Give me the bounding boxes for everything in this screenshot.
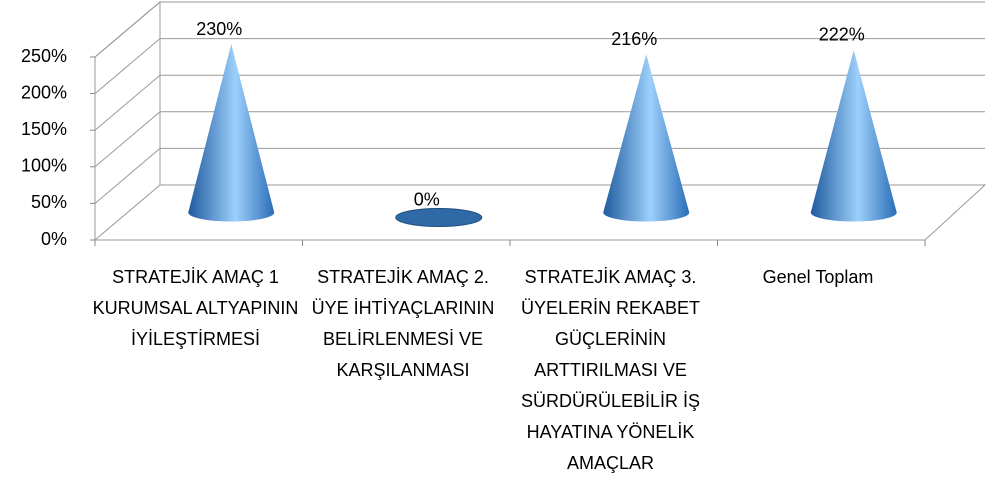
data-label: 0% [414,189,440,209]
grid-line [94,1,985,58]
y-tick-label: 200% [21,82,67,102]
x-tick-label: STRATEJİK AMAÇ 2. ÜYE İHTİYAÇLARININ BEL… [311,267,495,380]
data-label: 222% [819,25,865,45]
side-wall [94,0,161,240]
y-tick-label: 150% [21,119,67,139]
cone [810,49,897,222]
y-tick-label: 100% [21,156,67,176]
x-tick-label: Genel Toplam [762,267,874,287]
grid-line [94,111,985,168]
grid-line [94,74,985,131]
cone [188,44,275,222]
x-tick-label: STRATEJİK AMAÇ 1 KURUMSAL ALTYAPININ İYİ… [92,267,299,349]
grid-line [94,147,985,204]
x-tick-label: STRATEJİK AMAÇ 3. ÜYELERİN REKABET GÜÇLE… [520,267,701,473]
y-tick-label: 0% [41,229,67,249]
data-label: 216% [611,29,657,49]
y-tick-label: 250% [21,46,67,66]
grid-line [94,184,985,241]
grid-line [94,38,985,94]
data-label: 230% [196,19,242,39]
cone [603,54,690,222]
cone [395,208,483,227]
y-tick-label: 50% [31,192,67,212]
